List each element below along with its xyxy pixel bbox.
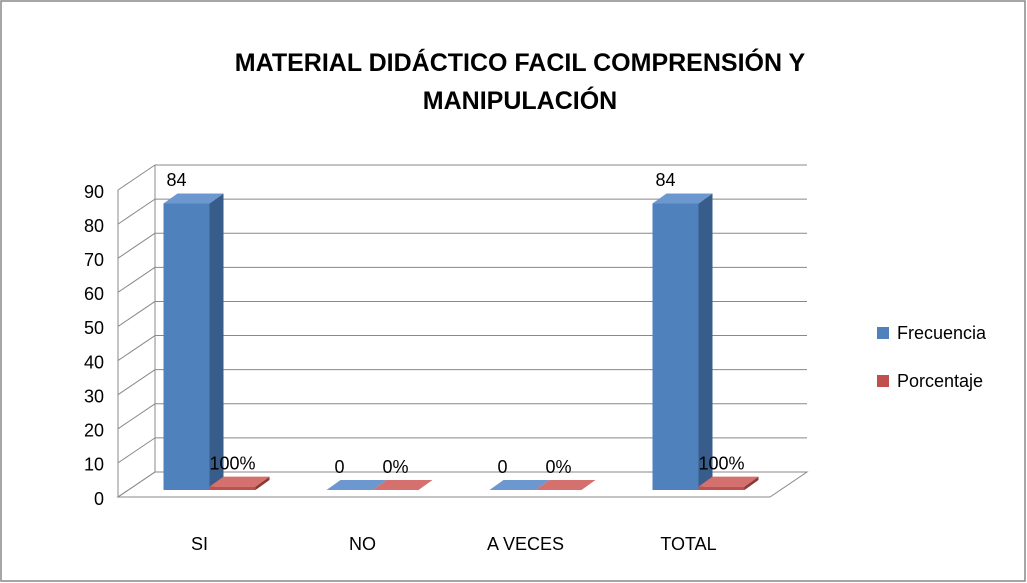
bar-side: [744, 476, 759, 490]
y-tick-label: 10: [84, 455, 104, 475]
bar-front: [652, 203, 699, 490]
legend-label: Frecuencia: [897, 323, 987, 343]
grid-line-side: [117, 301, 156, 327]
y-tick-label: 0: [94, 489, 104, 509]
y-tick-label: 90: [84, 182, 104, 202]
bar-side: [698, 193, 713, 490]
y-tick-label: 50: [84, 318, 104, 338]
bar-side: [209, 193, 224, 490]
grid-line-side: [117, 403, 156, 430]
data-label: 100%: [698, 453, 744, 473]
x-tick-label: TOTAL: [660, 534, 716, 554]
bar-top: [372, 480, 433, 490]
bar-top: [652, 193, 713, 204]
legend-swatch: [877, 375, 889, 387]
data-label: 0: [497, 457, 507, 477]
grid-line-side: [117, 335, 156, 361]
y-tick-label: 20: [84, 421, 104, 441]
grid-line-side: [117, 232, 156, 259]
bar-side: [255, 476, 270, 490]
grid-line-side: [117, 266, 156, 293]
legend-label: Porcentaje: [897, 371, 983, 391]
legend-swatch: [877, 327, 889, 339]
x-tick-label: A VECES: [487, 534, 564, 554]
bar-top: [535, 480, 596, 490]
grid-line-side: [117, 198, 156, 225]
bar-top: [209, 476, 270, 487]
bar-top: [698, 476, 759, 487]
y-tick-label: 80: [84, 216, 104, 236]
grid-line-side: [117, 369, 156, 396]
bar-top: [163, 193, 224, 204]
data-label: 0%: [382, 457, 408, 477]
chart-title: MATERIAL DIDÁCTICO FACIL COMPRENSIÓN Y M…: [234, 49, 806, 115]
data-label: 0%: [545, 457, 571, 477]
bar-front: [163, 203, 210, 490]
data-label: 84: [655, 170, 675, 190]
bar-front: [209, 486, 256, 490]
data-label: 0: [334, 457, 344, 477]
x-tick-label: SI: [191, 534, 208, 554]
data-label: 84: [166, 170, 186, 190]
y-tick-label: 60: [84, 284, 104, 304]
grid-line-side: [117, 471, 156, 498]
x-tick-label: NO: [349, 534, 376, 554]
bar-front: [698, 486, 745, 490]
data-label: 100%: [209, 453, 255, 473]
grid-line-side: [117, 437, 156, 464]
bar-top: [489, 480, 550, 490]
grid-line-side: [117, 164, 156, 191]
bar-top: [326, 480, 387, 490]
y-tick-label: 70: [84, 250, 104, 270]
y-tick-label: 40: [84, 352, 104, 372]
y-tick-label: 30: [84, 386, 104, 406]
